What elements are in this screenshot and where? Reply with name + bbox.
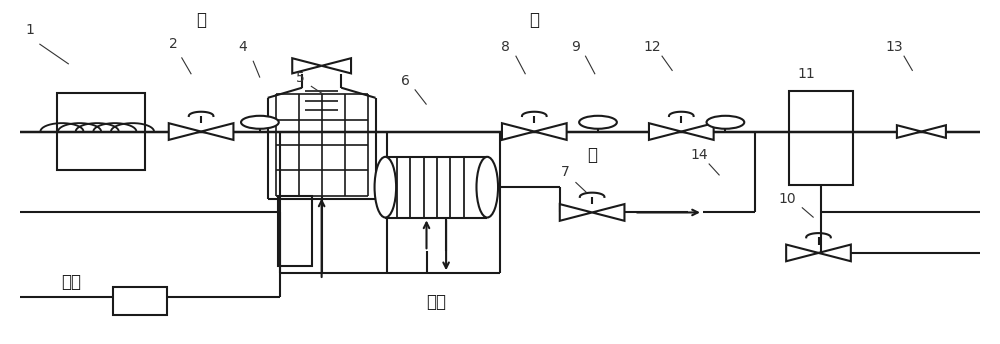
Text: 6: 6 xyxy=(401,74,409,88)
Text: 5: 5 xyxy=(296,71,304,85)
Polygon shape xyxy=(818,245,851,261)
Polygon shape xyxy=(502,123,534,140)
Text: 2: 2 xyxy=(169,37,178,51)
Polygon shape xyxy=(560,204,592,221)
Circle shape xyxy=(241,116,279,129)
Text: 9: 9 xyxy=(571,40,580,54)
Polygon shape xyxy=(534,123,567,140)
Bar xyxy=(278,196,312,266)
Polygon shape xyxy=(201,123,233,140)
Polygon shape xyxy=(322,58,351,73)
Text: 11: 11 xyxy=(798,67,816,81)
Text: 12: 12 xyxy=(643,40,661,54)
Polygon shape xyxy=(169,123,201,140)
Bar xyxy=(57,93,145,170)
Text: 8: 8 xyxy=(501,40,510,54)
Text: 10: 10 xyxy=(778,192,796,206)
Polygon shape xyxy=(897,125,921,138)
Text: 4: 4 xyxy=(238,40,247,54)
Polygon shape xyxy=(921,125,946,138)
Text: 补液: 补液 xyxy=(61,272,81,291)
Text: 7: 7 xyxy=(561,165,570,179)
Bar xyxy=(113,287,167,315)
Bar xyxy=(789,91,853,185)
Polygon shape xyxy=(681,123,714,140)
Ellipse shape xyxy=(375,157,396,217)
Text: 关: 关 xyxy=(529,11,539,29)
Text: 1: 1 xyxy=(25,23,34,37)
Text: 开: 开 xyxy=(196,11,206,29)
Polygon shape xyxy=(786,245,818,261)
Polygon shape xyxy=(292,58,322,73)
Text: 冷源: 冷源 xyxy=(426,293,446,311)
Ellipse shape xyxy=(476,157,498,217)
Polygon shape xyxy=(649,123,681,140)
Text: 13: 13 xyxy=(885,40,903,54)
Circle shape xyxy=(707,116,744,129)
Polygon shape xyxy=(592,204,624,221)
Circle shape xyxy=(579,116,617,129)
Text: 开: 开 xyxy=(587,146,597,164)
Text: 14: 14 xyxy=(690,148,708,162)
